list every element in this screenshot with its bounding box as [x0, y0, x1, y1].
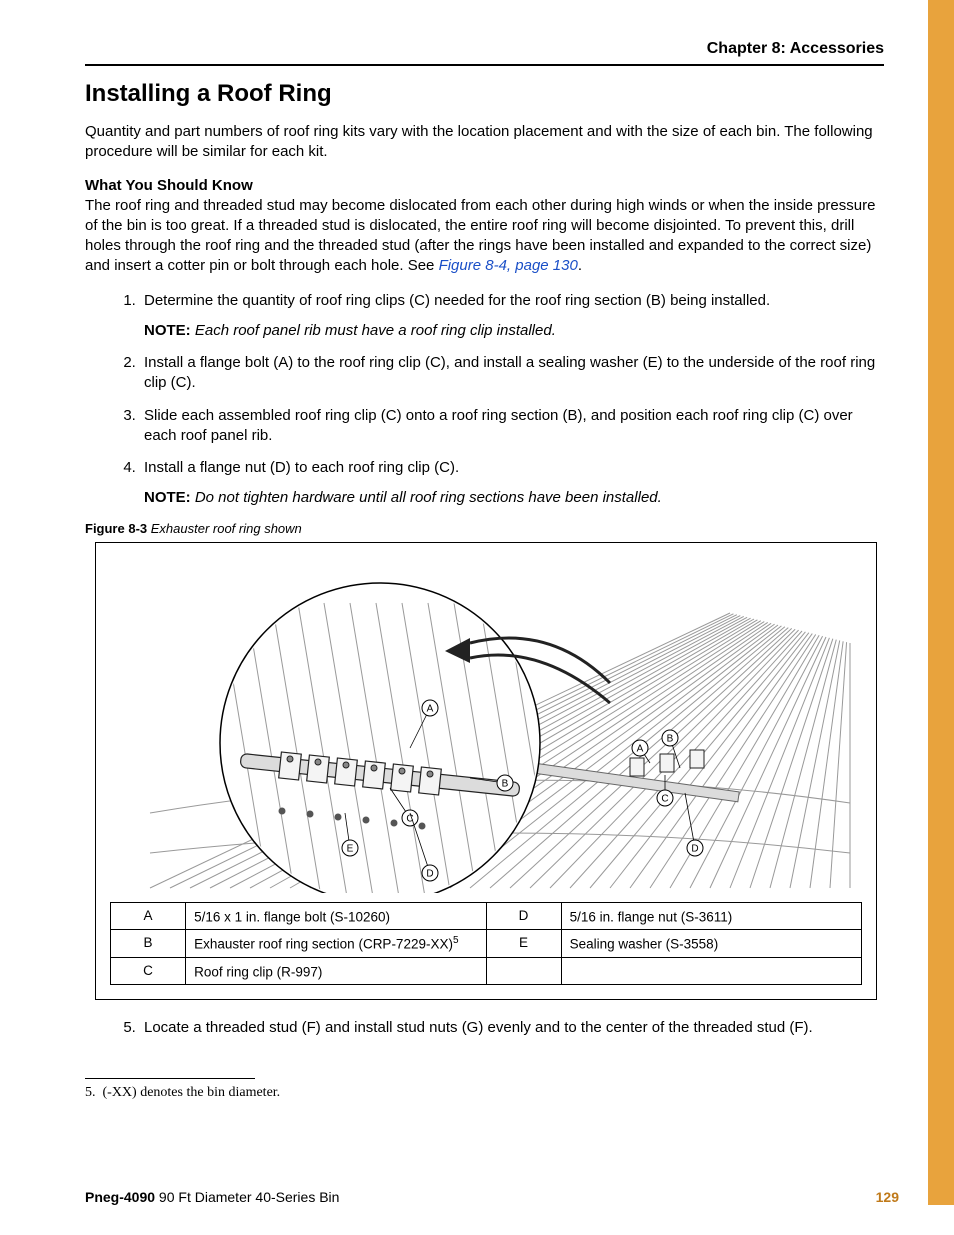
- what-you-should-know-body: The roof ring and threaded stud may beco…: [85, 196, 884, 277]
- table-row: C Roof ring clip (R-997): [111, 957, 862, 985]
- note-label: NOTE:: [144, 489, 191, 506]
- svg-text:C: C: [406, 813, 413, 824]
- note-label: NOTE:: [144, 322, 191, 339]
- side-tab: [928, 0, 954, 1205]
- footnote-num: 5.: [85, 1085, 96, 1100]
- cell-value: [561, 957, 861, 985]
- page: Chapter 8: Accessories Installing a Roof…: [0, 0, 954, 1235]
- svg-text:D: D: [691, 843, 698, 854]
- chapter-heading: Chapter 8: Accessories: [85, 40, 884, 58]
- table-row: B Exhauster roof ring section (CRP-7229-…: [111, 930, 862, 958]
- procedure-list-cont: Locate a threaded stud (F) and install s…: [85, 1018, 884, 1038]
- what-you-should-know-heading: What You Should Know: [85, 177, 884, 194]
- figure-number: Figure 8-3: [85, 521, 147, 536]
- step-4-note: Do not tighten hardware until all roof r…: [195, 489, 662, 506]
- step-5: Locate a threaded stud (F) and install s…: [140, 1018, 884, 1038]
- footnote-text: (-XX) denotes the bin diameter.: [103, 1085, 281, 1100]
- page-footer: Pneg-4090 90 Ft Diameter 40-Series Bin 1…: [85, 1189, 899, 1205]
- intro-paragraph: Quantity and part numbers of roof ring k…: [85, 122, 884, 163]
- cell-key: D: [486, 902, 561, 930]
- svg-text:E: E: [347, 843, 354, 854]
- step-1-text: Determine the quantity of roof ring clip…: [144, 292, 770, 309]
- procedure-list: Determine the quantity of roof ring clip…: [85, 291, 884, 509]
- step-1: Determine the quantity of roof ring clip…: [140, 291, 884, 342]
- figure-crossref-link[interactable]: Figure 8-4, page 130: [439, 257, 578, 274]
- cell-key: C: [111, 957, 186, 985]
- footnote: 5. (-XX) denotes the bin diameter.: [85, 1085, 884, 1101]
- cell-value: Exhauster roof ring section (CRP-7229-XX…: [186, 930, 486, 958]
- step-1-note: Each roof panel rib must have a roof rin…: [195, 322, 556, 339]
- footer-doc: Pneg-4090 90 Ft Diameter 40-Series Bin: [85, 1189, 339, 1205]
- figure-box: ABCD ABCDE A 5/16 x 1 in. flange bolt (S…: [95, 542, 877, 1001]
- cell-key: [486, 957, 561, 985]
- cell-key: E: [486, 930, 561, 958]
- svg-text:B: B: [667, 733, 674, 744]
- figure-title: Exhauster roof ring shown: [151, 521, 302, 536]
- cell-key: A: [111, 902, 186, 930]
- page-title: Installing a Roof Ring: [85, 80, 884, 108]
- footnote-rule: [85, 1078, 255, 1079]
- cell-value: Roof ring clip (R-997): [186, 957, 486, 985]
- cell-value: 5/16 x 1 in. flange bolt (S-10260): [186, 902, 486, 930]
- rule-top: [85, 64, 884, 66]
- svg-text:A: A: [427, 703, 434, 714]
- figure-diagram: A B C D A B C D E: [110, 553, 862, 893]
- inset-detail: [220, 583, 608, 893]
- svg-text:C: C: [661, 793, 668, 804]
- table-row: A 5/16 x 1 in. flange bolt (S-10260) D 5…: [111, 902, 862, 930]
- cell-key: B: [111, 930, 186, 958]
- step-4-text: Install a flange nut (D) to each roof ri…: [144, 459, 459, 476]
- step-4: Install a flange nut (D) to each roof ri…: [140, 458, 884, 509]
- svg-text:B: B: [502, 778, 509, 789]
- svg-text:A: A: [637, 743, 644, 754]
- figure-caption: Figure 8-3 Exhauster roof ring shown: [85, 521, 884, 536]
- know-body-post: .: [578, 257, 582, 274]
- svg-text:D: D: [426, 868, 433, 879]
- cell-value: Sealing washer (S-3558): [561, 930, 861, 958]
- cell-value: 5/16 in. flange nut (S-3611): [561, 902, 861, 930]
- content-area: Chapter 8: Accessories Installing a Roof…: [0, 0, 954, 1101]
- footer-page-number: 129: [876, 1189, 899, 1205]
- step-3: Slide each assembled roof ring clip (C) …: [140, 406, 884, 447]
- step-2: Install a flange bolt (A) to the roof ri…: [140, 353, 884, 394]
- callout-table: A 5/16 x 1 in. flange bolt (S-10260) D 5…: [110, 902, 862, 986]
